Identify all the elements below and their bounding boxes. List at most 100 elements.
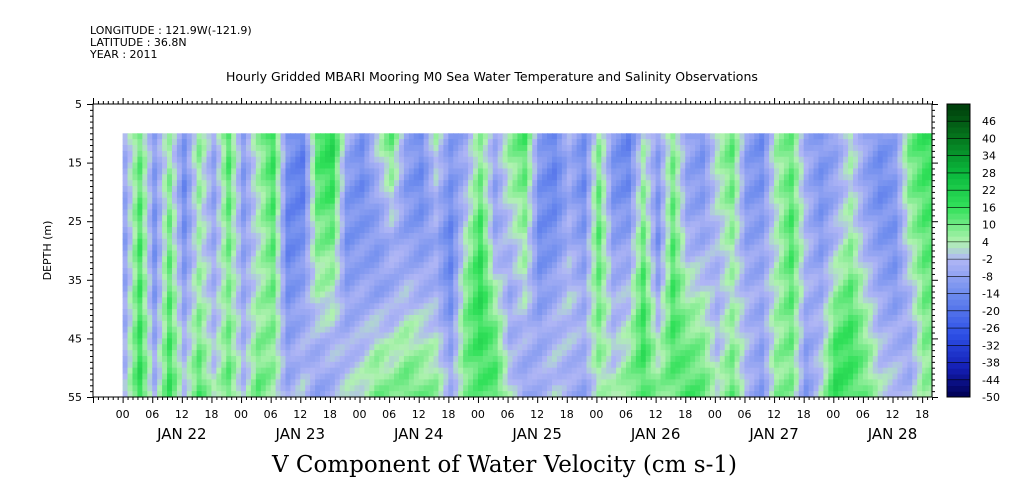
heat-cell xyxy=(626,314,632,322)
heat-cell xyxy=(127,367,134,375)
heat-cell xyxy=(255,156,262,164)
heat-cell xyxy=(364,379,370,386)
heat-cell xyxy=(359,168,366,175)
heat-cell xyxy=(339,279,346,287)
heat-cell xyxy=(320,203,326,211)
heat-cell xyxy=(561,215,568,222)
heat-cell xyxy=(655,373,662,381)
heat-cell xyxy=(645,209,652,216)
heat-cell xyxy=(468,350,474,357)
heat-cell xyxy=(167,197,173,205)
heat-cell xyxy=(245,303,252,310)
heat-cell xyxy=(473,320,479,328)
heat-cell xyxy=(497,221,504,228)
heat-cell xyxy=(384,209,390,216)
heat-cell xyxy=(374,227,380,234)
heat-cell xyxy=(453,156,459,164)
heat-cell xyxy=(147,215,153,222)
heat-cell xyxy=(320,256,326,263)
heat-cell xyxy=(280,373,287,381)
heat-cell xyxy=(329,373,336,381)
heat-cell xyxy=(640,273,647,281)
heat-cell xyxy=(137,244,143,252)
heat-cell xyxy=(132,197,139,205)
heat-cell xyxy=(290,314,296,322)
heat-cell xyxy=(581,162,588,170)
heat-cell xyxy=(635,221,642,228)
heat-cell xyxy=(640,379,647,386)
heat-cell xyxy=(364,297,370,304)
heat-cell xyxy=(142,303,148,310)
heat-cell xyxy=(611,361,617,369)
heat-cell xyxy=(310,373,316,381)
heat-cell xyxy=(226,162,232,170)
heat-cell xyxy=(305,379,311,386)
heat-cell xyxy=(418,197,425,205)
heat-cell xyxy=(527,203,533,211)
heat-cell xyxy=(157,309,163,316)
heat-cell xyxy=(448,191,454,199)
heat-cell xyxy=(468,221,474,228)
heat-cell xyxy=(354,314,361,322)
heat-cell xyxy=(473,133,479,140)
heat-cell xyxy=(226,320,232,328)
heat-cell xyxy=(566,314,573,322)
heat-cell xyxy=(211,367,217,375)
heat-cell xyxy=(310,344,316,351)
heat-cell xyxy=(191,350,198,357)
heat-cell xyxy=(334,227,341,234)
heat-cell xyxy=(167,227,173,234)
heat-cell xyxy=(551,297,558,304)
heat-cell xyxy=(369,197,375,205)
heat-cell xyxy=(186,314,193,322)
heat-cell xyxy=(453,373,459,381)
heat-cell xyxy=(448,379,454,386)
heat-cell xyxy=(216,350,222,357)
heat-cell xyxy=(394,227,400,234)
heat-cell xyxy=(349,232,356,240)
heat-cell xyxy=(650,162,657,170)
heat-cell xyxy=(334,273,341,281)
heat-cell xyxy=(270,221,277,228)
heat-cell xyxy=(591,162,597,170)
heat-cell xyxy=(443,232,449,240)
heat-cell xyxy=(418,150,425,158)
heat-cell xyxy=(443,168,449,175)
heat-cell xyxy=(334,303,341,310)
heat-cell xyxy=(280,385,287,392)
heat-cell xyxy=(527,379,533,386)
heat-cell xyxy=(551,156,558,164)
heat-cell xyxy=(245,379,252,386)
heat-cell xyxy=(236,326,242,334)
heat-cell xyxy=(571,197,578,205)
heat-cell xyxy=(329,133,336,140)
heat-cell xyxy=(433,168,440,175)
heat-cell xyxy=(255,221,262,228)
heat-cell xyxy=(655,332,662,339)
heat-cell xyxy=(300,268,306,275)
heat-cell xyxy=(433,133,440,140)
heat-cell xyxy=(359,215,366,222)
heat-cell xyxy=(635,297,642,304)
heat-cell xyxy=(537,221,543,228)
heat-cell xyxy=(418,309,425,316)
heat-cell xyxy=(537,203,543,211)
heat-cell xyxy=(275,379,282,386)
heat-cell xyxy=(517,256,523,263)
heat-cell xyxy=(127,268,134,275)
heat-cell xyxy=(334,244,341,252)
heat-cell xyxy=(566,326,573,334)
heat-cell xyxy=(418,291,425,298)
heat-cell xyxy=(127,350,134,357)
heat-cell xyxy=(601,297,607,304)
heat-cell xyxy=(482,268,489,275)
heat-cell xyxy=(349,314,356,322)
heat-cell xyxy=(329,221,336,228)
heat-cell xyxy=(433,238,440,246)
heat-cell xyxy=(408,227,415,234)
heat-cell xyxy=(339,314,346,322)
heat-cell xyxy=(522,338,528,345)
heat-cell xyxy=(374,314,380,322)
heat-cell xyxy=(290,186,296,193)
heat-cell xyxy=(329,285,336,293)
